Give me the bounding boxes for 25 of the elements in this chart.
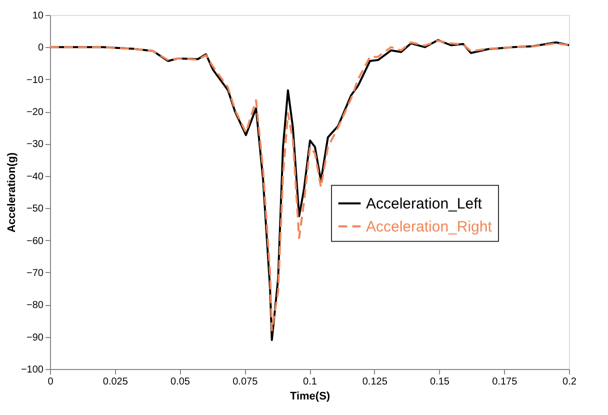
- x-tick-label: 0.075: [232, 376, 258, 388]
- y-tick-label: −80: [26, 300, 44, 312]
- y-tick-label: −60: [26, 236, 44, 247]
- legend-label: Acceleration_Left: [366, 195, 483, 212]
- x-tick-label: 0.05: [170, 376, 190, 388]
- y-axis-title: Acceleration(g): [6, 152, 18, 233]
- x-tick-label: 0.2: [562, 376, 577, 388]
- x-tick-label: 0.125: [362, 376, 388, 388]
- x-axis-title: Time(S): [290, 390, 330, 402]
- x-tick-label: 0.025: [102, 376, 128, 388]
- y-tick-label: −20: [26, 107, 44, 118]
- y-tick-label: −40: [26, 171, 44, 182]
- y-tick-label: −100: [20, 364, 44, 376]
- legend-label: Acceleration_Right: [366, 218, 493, 236]
- x-tick-label: 0.175: [492, 376, 518, 388]
- x-tick-label: 0: [48, 376, 54, 388]
- y-tick-label: −90: [26, 332, 44, 344]
- x-tick-label: 0.15: [430, 376, 450, 388]
- x-tick-label: 0.1: [303, 376, 318, 388]
- y-tick-label: −30: [26, 139, 44, 150]
- y-tick-label: −10: [26, 74, 44, 86]
- y-tick-label: −70: [26, 268, 44, 279]
- y-tick-label: 0: [38, 42, 44, 54]
- y-tick-label: 10: [32, 10, 44, 22]
- y-tick-label: −50: [26, 204, 44, 215]
